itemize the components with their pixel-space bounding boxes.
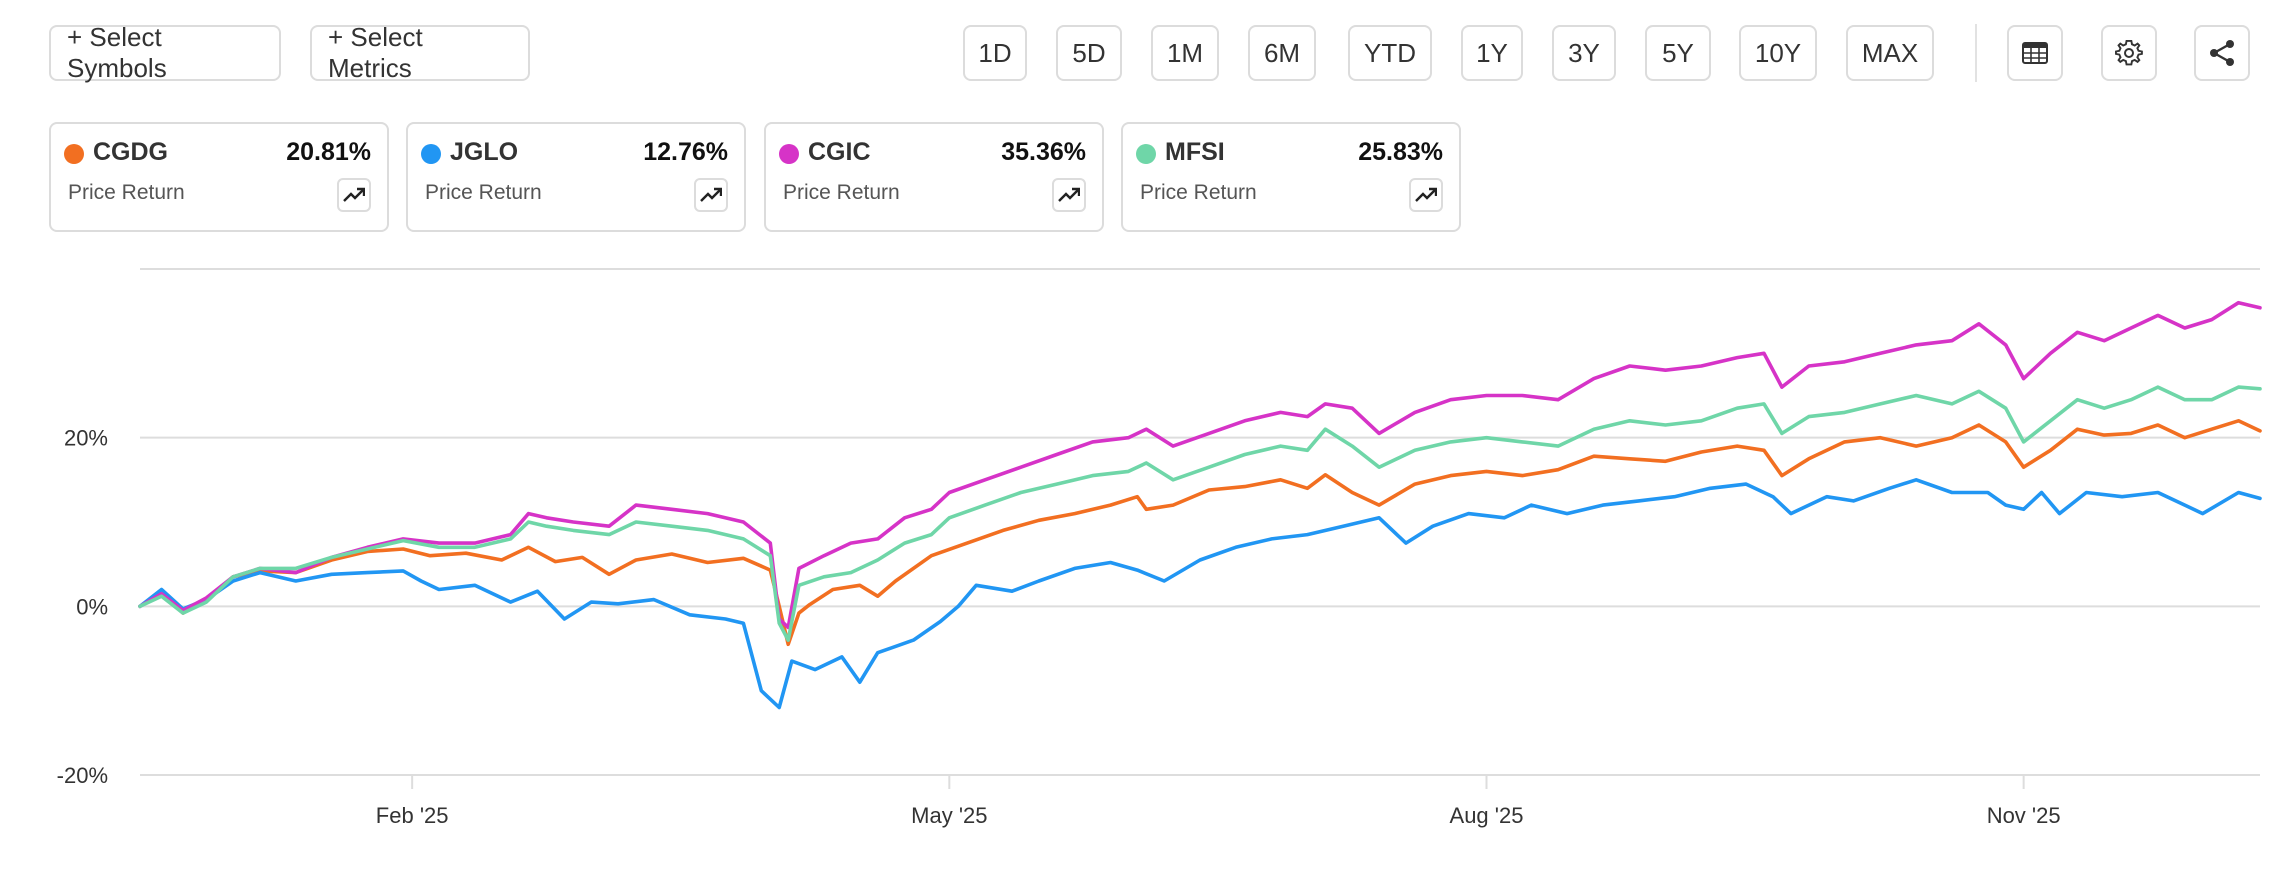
share-icon bbox=[2210, 40, 2234, 66]
trending-up-icon bbox=[700, 187, 722, 202]
range-3y-button[interactable]: 3Y bbox=[1552, 25, 1616, 81]
select-metrics-button[interactable]: + Select Metrics bbox=[310, 22, 530, 83]
range-max-button[interactable]: MAX bbox=[1846, 25, 1934, 81]
settings-button[interactable] bbox=[2101, 25, 2157, 81]
x-tick-label: May '25 bbox=[911, 803, 987, 828]
grid-layer bbox=[140, 268, 2260, 776]
select-symbols-button[interactable]: + Select Symbols bbox=[49, 22, 281, 83]
symbol-card-jglo[interactable]: JGLO 12.76% Price Return bbox=[406, 122, 746, 232]
metric-label: Price Return bbox=[425, 181, 542, 204]
x-tick-label: Nov '25 bbox=[1987, 803, 2061, 828]
gear-icon bbox=[2115, 39, 2143, 66]
series-color-dot bbox=[779, 144, 799, 164]
share-button[interactable] bbox=[2194, 25, 2250, 81]
y-tick-label: 0% bbox=[76, 594, 108, 619]
symbol-label: MFSI bbox=[1165, 138, 1225, 166]
trend-button[interactable] bbox=[337, 178, 371, 212]
x-axis: Feb '25 May '25 Aug '25 Nov '25 bbox=[376, 775, 2061, 828]
series-line-mfsi[interactable] bbox=[138, 385, 2262, 642]
y-axis: -20% 0% 20% bbox=[57, 426, 108, 788]
series-line-cgic[interactable] bbox=[138, 300, 2262, 630]
range-1y-button[interactable]: 1Y bbox=[1461, 25, 1523, 81]
return-value: 25.83% bbox=[1358, 138, 1443, 166]
range-1m-button[interactable]: 1M bbox=[1151, 25, 1219, 81]
range-6m-button[interactable]: 6M bbox=[1248, 25, 1316, 81]
symbol-label: CGDG bbox=[93, 138, 168, 166]
series-line-jglo[interactable] bbox=[138, 478, 2262, 710]
symbol-label: CGIC bbox=[808, 138, 871, 166]
range-10y-button[interactable]: 10Y bbox=[1739, 25, 1817, 81]
return-value: 35.36% bbox=[1001, 138, 1086, 166]
y-tick-label: 20% bbox=[64, 426, 108, 451]
x-tick-label: Aug '25 bbox=[1450, 803, 1524, 828]
trending-up-icon bbox=[343, 187, 365, 202]
toolbar-divider bbox=[1975, 24, 1977, 82]
return-value: 20.81% bbox=[286, 138, 371, 166]
y-tick-label: -20% bbox=[57, 763, 108, 788]
series-line-cgdg[interactable] bbox=[138, 419, 2262, 647]
metric-label: Price Return bbox=[1140, 181, 1257, 204]
price-return-chart[interactable]: -20% 0% 20% Feb '25 May '25 Aug '25 Nov '25 bbox=[0, 240, 2294, 880]
symbol-label: JGLO bbox=[450, 138, 519, 166]
range-5y-button[interactable]: 5Y bbox=[1645, 25, 1711, 81]
series-color-dot bbox=[421, 144, 441, 164]
return-value: 12.76% bbox=[643, 138, 728, 166]
trending-up-icon bbox=[1415, 187, 1437, 202]
trend-button[interactable] bbox=[1409, 178, 1443, 212]
range-ytd-button[interactable]: YTD bbox=[1348, 25, 1432, 81]
series-layer bbox=[138, 300, 2262, 710]
series-color-dot bbox=[1136, 144, 1156, 164]
table-view-button[interactable] bbox=[2007, 25, 2063, 81]
range-1d-button[interactable]: 1D bbox=[963, 25, 1027, 81]
trending-up-icon bbox=[1058, 187, 1080, 202]
table-icon bbox=[2022, 42, 2048, 64]
trend-button[interactable] bbox=[1052, 178, 1086, 212]
symbol-card-cgic[interactable]: CGIC 35.36% Price Return bbox=[764, 122, 1104, 232]
symbol-card-mfsi[interactable]: MFSI 25.83% Price Return bbox=[1121, 122, 1461, 232]
series-color-dot bbox=[64, 144, 84, 164]
symbol-card-cgdg[interactable]: CGDG 20.81% Price Return bbox=[49, 122, 389, 232]
x-tick-label: Feb '25 bbox=[376, 803, 449, 828]
trend-button[interactable] bbox=[694, 178, 728, 212]
metric-label: Price Return bbox=[68, 181, 185, 204]
metric-label: Price Return bbox=[783, 181, 900, 204]
range-5d-button[interactable]: 5D bbox=[1056, 25, 1122, 81]
